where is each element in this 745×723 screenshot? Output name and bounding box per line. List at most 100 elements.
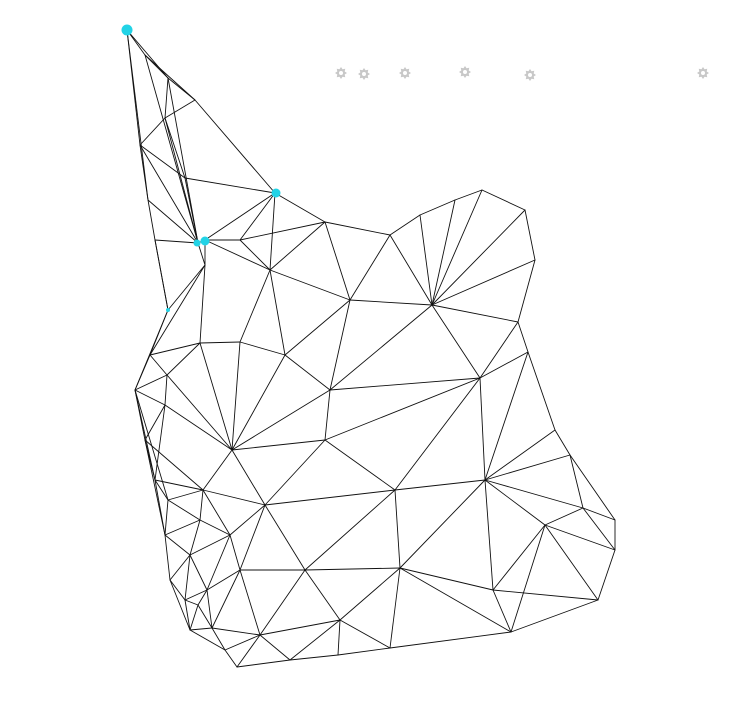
mesh-edge (264, 489, 396, 506)
mesh-edge (167, 77, 196, 101)
mesh-edge (239, 569, 261, 636)
mesh-edge (167, 489, 204, 501)
mesh-edge (189, 554, 208, 591)
mesh-edge (544, 507, 584, 526)
mesh-edge (199, 264, 206, 344)
mesh-edge (169, 554, 191, 581)
mesh-edge (329, 377, 481, 391)
mesh-edge (481, 189, 526, 211)
mesh-edge (389, 214, 421, 236)
selected-vertex[interactable] (271, 188, 281, 198)
mesh-edge (349, 234, 391, 301)
mesh-edge (597, 549, 616, 601)
mesh-edge (324, 377, 481, 441)
mesh-edge (349, 299, 433, 306)
mesh-edge (139, 144, 199, 244)
mesh-edge (389, 234, 433, 306)
mesh-edge (239, 504, 266, 571)
mesh-edge (569, 454, 584, 509)
mesh-edge (236, 634, 261, 668)
gear-icon-1[interactable] (335, 67, 347, 79)
mesh-edge (231, 341, 241, 451)
mesh-edge (154, 479, 204, 491)
mesh-edge (154, 479, 169, 501)
mesh-edge (337, 619, 341, 656)
mesh-edge (259, 619, 341, 636)
gear-icon-hole (701, 71, 705, 75)
mesh-edge (144, 54, 169, 79)
mesh-edge (510, 599, 599, 633)
mesh-edge (569, 454, 616, 521)
mesh-edge (144, 54, 199, 244)
mesh-edge (399, 567, 512, 633)
mesh-edge (164, 117, 186, 179)
mesh-edge (484, 479, 584, 509)
mesh-edge (139, 144, 149, 201)
mesh-edge (189, 627, 213, 631)
mesh-edge (264, 439, 326, 506)
mesh-edge (164, 499, 169, 536)
mesh-edge (399, 567, 494, 591)
mesh-edge (147, 199, 156, 241)
gear-icon-row[interactable] (335, 66, 709, 81)
gear-icon-2[interactable] (358, 68, 370, 80)
mesh-edge (239, 341, 286, 356)
mesh-edge (274, 192, 326, 223)
gear-icon-4[interactable] (459, 66, 471, 78)
gear-icon-3[interactable] (399, 67, 411, 79)
mesh-edge (510, 524, 546, 633)
mesh-edge (197, 589, 208, 606)
mesh-edge (197, 242, 206, 266)
mesh-edge (126, 29, 149, 201)
mesh-edge (259, 569, 306, 636)
mesh-edge (329, 304, 433, 391)
mesh-edge (517, 321, 529, 353)
highlighted-vertices[interactable] (121, 24, 281, 313)
mesh-edge (582, 507, 616, 521)
mesh-edge (154, 404, 166, 481)
mesh-edge (339, 619, 391, 649)
gear-icon-5[interactable] (524, 69, 536, 81)
mesh-edge (419, 199, 456, 216)
mesh-edge (189, 604, 199, 631)
mesh-edge (304, 569, 341, 621)
mesh-edge (239, 239, 271, 271)
mesh-edge (154, 239, 169, 311)
selected-vertex[interactable] (121, 24, 133, 36)
gear-icon-hole (403, 71, 407, 75)
mesh-edge (189, 534, 231, 556)
mesh-edge (484, 479, 494, 591)
mesh-edge (394, 479, 486, 491)
gear-icon-hole (528, 73, 532, 77)
mesh-edge (394, 377, 481, 491)
mesh-edge (149, 264, 206, 356)
mesh-edge (154, 239, 199, 244)
mesh-edge (189, 519, 201, 556)
mesh-edge (231, 449, 266, 506)
selected-vertex[interactable] (166, 308, 170, 312)
mesh-edge (479, 321, 519, 379)
mesh-edge (289, 654, 339, 661)
mesh-edge (492, 589, 512, 633)
gear-icon-6[interactable] (697, 67, 709, 79)
mesh-edge (492, 589, 599, 601)
mesh-edge (324, 221, 391, 236)
selected-vertex[interactable] (193, 239, 201, 247)
selected-vertex[interactable] (200, 236, 210, 246)
mesh-edge (289, 619, 341, 661)
mesh-edge (454, 189, 483, 201)
mesh-edge (239, 221, 326, 241)
mesh-edge (189, 629, 226, 651)
mesh-edge (479, 377, 486, 481)
mesh-edge (154, 479, 166, 536)
mesh-edge (527, 351, 556, 431)
mesh-edge (139, 117, 166, 146)
mesh-edge (231, 354, 286, 451)
mesh-edge (339, 567, 401, 621)
mesh-edge (139, 144, 186, 179)
mesh-edge (484, 351, 529, 481)
mesh-edge (269, 221, 326, 271)
mesh-edge (147, 199, 199, 244)
